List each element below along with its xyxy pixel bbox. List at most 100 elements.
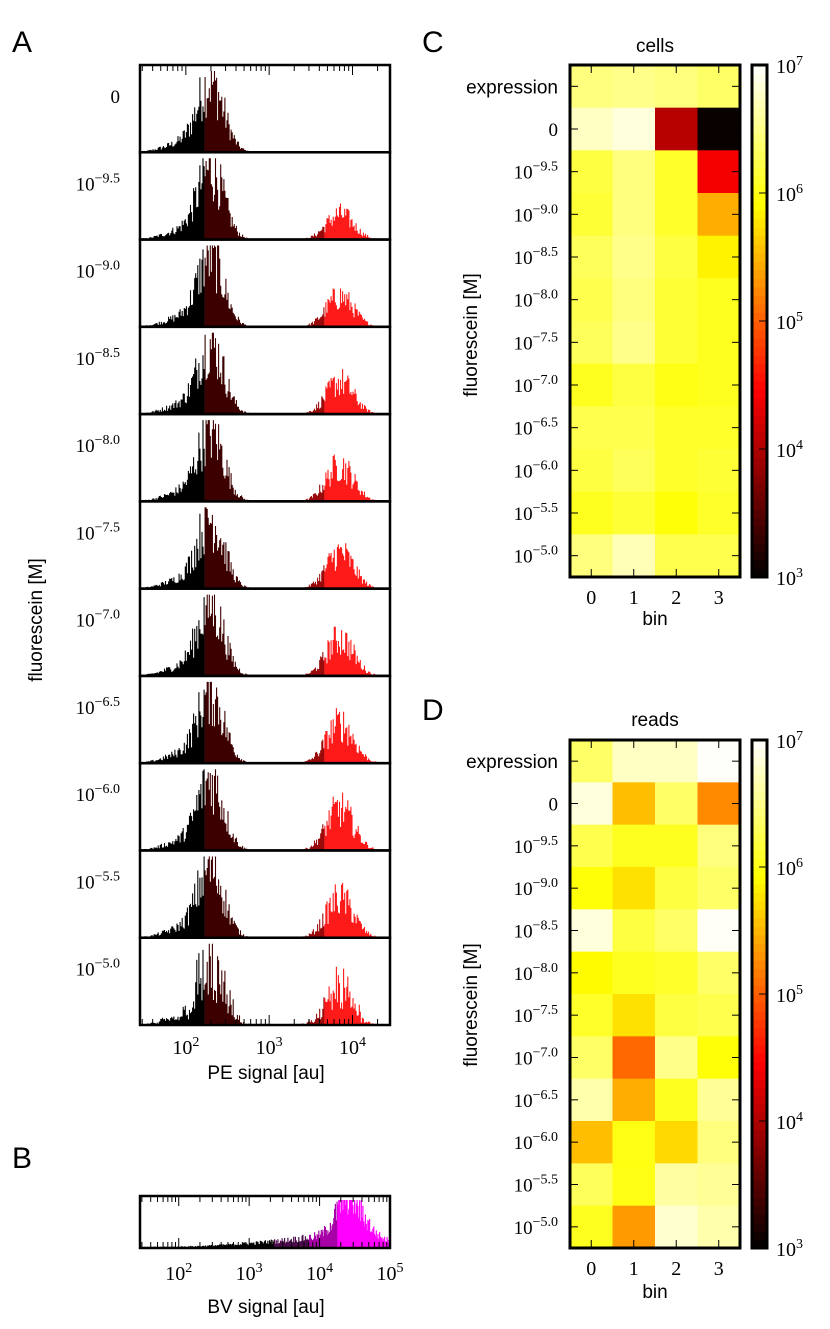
- histogram-bin-1-bars: [204, 856, 260, 938]
- colorbar-tick-label-exp: 3: [796, 1237, 803, 1252]
- y-tick-label-base: 10: [514, 1218, 533, 1239]
- histogram-bin-0-bars: [139, 158, 205, 240]
- colorbar-segment: [752, 883, 767, 893]
- colorbar-segment: [752, 1180, 767, 1190]
- histogram-bin-1-bars: [204, 420, 264, 502]
- heatmap-cell: [612, 994, 656, 1037]
- heatmap-cell: [655, 1121, 698, 1164]
- colorbar-segment: [752, 765, 767, 775]
- row-label-base: 10: [76, 960, 95, 981]
- histogram-bin-1-bars: [204, 943, 261, 1025]
- y-tick-label-base: 10: [514, 291, 533, 312]
- colorbar-segment: [752, 397, 767, 407]
- panel-a-histograms: 010−9.510−9.010−8.510−8.010−7.510−7.010−…: [76, 63, 392, 1059]
- heatmap-cell: [612, 1036, 656, 1080]
- heatmap-cell: [612, 909, 656, 953]
- y-tick-label: 10−5.5: [514, 501, 558, 525]
- x-tick-label: 1: [629, 587, 639, 609]
- row-label: 10−7.0: [76, 608, 120, 632]
- histogram-bin-2-bars: [281, 824, 325, 851]
- colorbar-segment: [752, 1154, 767, 1164]
- colorbar-segment: [752, 934, 767, 944]
- histogram-bin-2-bars: [292, 997, 325, 1025]
- histogram-bin-3-bars: [324, 966, 391, 1025]
- colorbar-segment: [752, 1010, 767, 1020]
- bv-x-tick-label-exp: 4: [326, 1261, 333, 1276]
- histogram-row: [138, 151, 392, 241]
- colorbar-segment: [752, 1239, 767, 1249]
- y-tick-label-exp: −5.5: [533, 501, 558, 516]
- colorbar-segment: [752, 1197, 767, 1207]
- row-label-base: 10: [76, 698, 95, 719]
- colorbar-tick-label-exp: 3: [796, 566, 803, 581]
- colorbar-segment: [752, 875, 767, 885]
- histogram-bin-1-bars: [204, 507, 258, 589]
- panel-b-xlabel: BV signal [au]: [207, 1297, 324, 1318]
- colorbar-segment: [752, 559, 767, 570]
- colorbar-segment: [752, 73, 767, 83]
- colorbar-segment: [752, 269, 767, 279]
- heatmap-cell: [612, 406, 656, 450]
- y-tick-label-exp: −8.0: [533, 961, 558, 976]
- heatmap-cell: [612, 1163, 656, 1207]
- row-label-base: 10: [76, 785, 95, 806]
- colorbar-segment: [752, 773, 767, 783]
- colorbar-tick-label-base: 10: [776, 440, 796, 462]
- row-label-base: 10: [76, 436, 95, 457]
- colorbar-segment: [752, 1222, 767, 1232]
- panel-d-title: reads: [631, 710, 679, 731]
- colorbar-segment: [752, 1231, 767, 1241]
- histogram-bin-1-bars: [204, 158, 259, 240]
- heatmap-cell: [655, 867, 698, 910]
- bv-x-tick-label: 102: [165, 1261, 192, 1285]
- colorbar-segment: [752, 82, 767, 92]
- y-tick-label: expression: [466, 77, 558, 98]
- histogram-bin-0-bars: [139, 77, 205, 153]
- colorbar-segment: [752, 167, 767, 177]
- y-tick-label-base: 10: [514, 1176, 533, 1197]
- row-label-base: 10: [76, 611, 95, 632]
- colorbar-segment: [752, 227, 767, 237]
- colorbar-segment: [752, 926, 767, 936]
- heatmap-cell: [655, 150, 698, 194]
- heatmap-cell: [655, 782, 698, 826]
- histogram-row: [138, 63, 392, 154]
- colorbar-segment: [752, 372, 767, 382]
- colorbar-segment: [752, 500, 767, 510]
- y-tick-label-exp: −7.0: [533, 373, 558, 388]
- histogram-bin-2-bars: [291, 913, 325, 938]
- y-tick-label-base: 10: [514, 461, 533, 482]
- x-tick-label: 3: [714, 1258, 724, 1280]
- bv-x-tick-label-base: 10: [306, 1263, 326, 1285]
- heatmap-cell: [655, 449, 698, 493]
- y-tick-label-exp: −7.5: [533, 1003, 558, 1018]
- heatmap-cell: [612, 107, 656, 151]
- colorbar-segment: [752, 1171, 767, 1181]
- colorbar-tick-label-exp: 6: [796, 182, 803, 197]
- row-label: 10−5.5: [76, 869, 120, 893]
- heatmap-cell: [655, 235, 698, 279]
- panel-b-histogram: 102 103 104 105: [138, 1194, 404, 1285]
- x-tick-label: 102: [172, 1035, 199, 1059]
- histogram-bin-0-bars: [139, 420, 205, 502]
- y-tick-label-exp: −8.5: [533, 245, 558, 260]
- y-tick-label: 10−7.0: [514, 373, 558, 397]
- colorbar-segment: [752, 150, 767, 160]
- colorbar-segment: [752, 525, 767, 535]
- row-label-exp: −7.5: [95, 520, 120, 535]
- x-tick-label: 104: [339, 1035, 366, 1059]
- row-label: 10−7.5: [76, 520, 120, 544]
- histogram-bin-0-bars: [139, 856, 205, 938]
- colorbar-segment: [752, 380, 767, 390]
- heatmap-cell: [612, 867, 656, 910]
- colorbar-segment: [752, 968, 767, 978]
- colorbar-tick-label-exp: 4: [796, 438, 803, 453]
- colorbar-segment: [752, 90, 767, 100]
- colorbar-segment: [752, 474, 767, 484]
- y-tick-label-base: 10: [514, 376, 533, 397]
- heatmap-cell: [655, 1036, 698, 1080]
- y-tick-label-base: 10: [514, 1133, 533, 1154]
- row-label-exp: −5.0: [95, 957, 120, 972]
- colorbar-segment: [752, 943, 767, 953]
- colorbar-segment: [752, 740, 767, 750]
